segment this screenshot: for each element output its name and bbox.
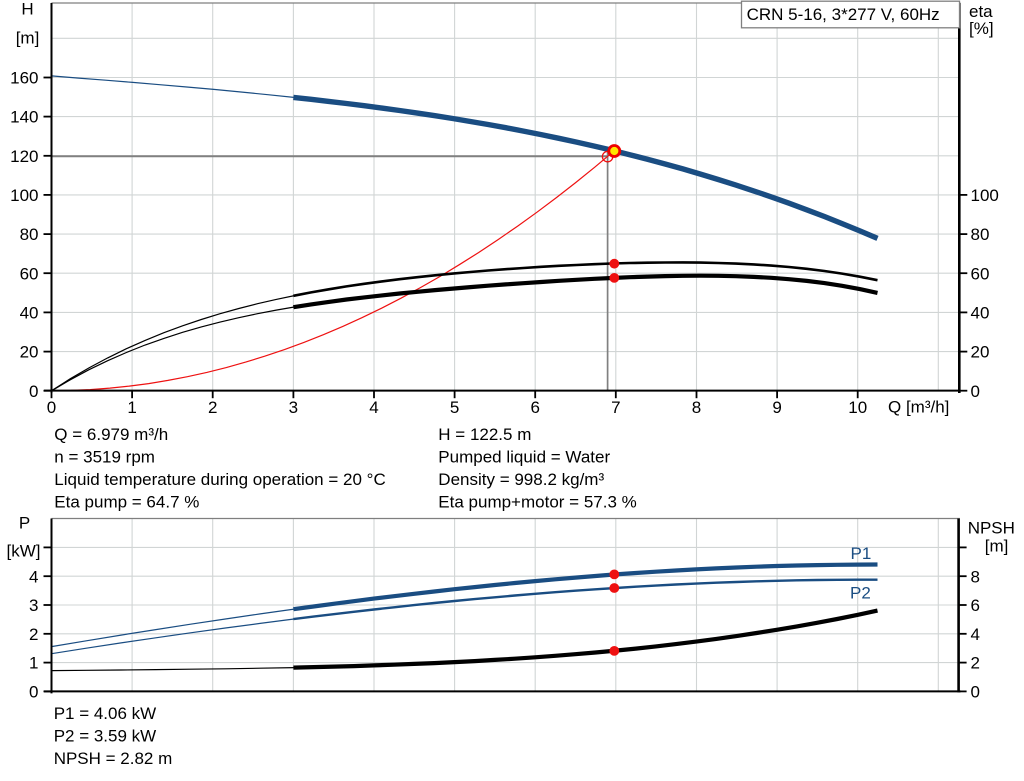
svg-text:3: 3 bbox=[29, 596, 38, 615]
svg-text:20: 20 bbox=[971, 343, 990, 362]
svg-text:40: 40 bbox=[971, 304, 990, 323]
svg-text:120: 120 bbox=[10, 147, 38, 166]
svg-text:P2 = 3.59 kW: P2 = 3.59 kW bbox=[54, 726, 157, 745]
svg-text:P1: P1 bbox=[851, 544, 872, 563]
svg-text:P: P bbox=[19, 513, 30, 532]
svg-text:6: 6 bbox=[971, 596, 980, 615]
svg-text:Liquid temperature during oper: Liquid temperature during operation = 20… bbox=[54, 470, 385, 489]
svg-text:3: 3 bbox=[289, 398, 298, 417]
svg-text:[%]: [%] bbox=[969, 19, 994, 38]
svg-text:8: 8 bbox=[692, 398, 701, 417]
svg-text:2: 2 bbox=[208, 398, 217, 417]
svg-text:Q = 6.979 m³/h: Q = 6.979 m³/h bbox=[54, 425, 168, 444]
svg-text:P2: P2 bbox=[850, 583, 871, 602]
svg-text:4: 4 bbox=[369, 398, 378, 417]
svg-text:60: 60 bbox=[20, 264, 39, 283]
svg-text:H: H bbox=[21, 0, 33, 19]
svg-text:Q [m³/h]: Q [m³/h] bbox=[888, 398, 949, 417]
svg-text:0: 0 bbox=[971, 382, 980, 401]
svg-text:140: 140 bbox=[10, 108, 38, 127]
svg-text:eta: eta bbox=[969, 2, 993, 21]
svg-text:80: 80 bbox=[20, 225, 39, 244]
svg-text:NPSH = 2.82 m: NPSH = 2.82 m bbox=[54, 749, 173, 768]
svg-text:2: 2 bbox=[29, 625, 38, 644]
svg-text:2: 2 bbox=[971, 654, 980, 673]
svg-text:7: 7 bbox=[611, 398, 620, 417]
svg-text:80: 80 bbox=[971, 225, 990, 244]
svg-text:5: 5 bbox=[450, 398, 459, 417]
svg-text:8: 8 bbox=[971, 567, 980, 586]
svg-text:0: 0 bbox=[29, 382, 38, 401]
svg-text:60: 60 bbox=[971, 264, 990, 283]
svg-text:Eta pump = 64.7 %: Eta pump = 64.7 % bbox=[54, 492, 199, 511]
svg-text:Pumped liquid = Water: Pumped liquid = Water bbox=[438, 447, 610, 466]
svg-text:160: 160 bbox=[10, 69, 38, 88]
svg-text:4: 4 bbox=[971, 625, 980, 644]
svg-text:9: 9 bbox=[772, 398, 781, 417]
svg-text:100: 100 bbox=[971, 186, 999, 205]
svg-text:4: 4 bbox=[29, 567, 38, 586]
svg-text:[m]: [m] bbox=[985, 537, 1009, 556]
svg-text:0: 0 bbox=[29, 683, 38, 702]
svg-text:40: 40 bbox=[20, 304, 39, 323]
svg-text:20: 20 bbox=[20, 343, 39, 362]
svg-text:10: 10 bbox=[848, 398, 867, 417]
svg-text:Density = 998.2 kg/m³: Density = 998.2 kg/m³ bbox=[438, 470, 604, 489]
svg-text:CRN 5-16, 3*277 V, 60Hz: CRN 5-16, 3*277 V, 60Hz bbox=[747, 5, 940, 24]
svg-text:0: 0 bbox=[47, 398, 56, 417]
svg-text:[m]: [m] bbox=[16, 28, 40, 47]
svg-text:NPSH: NPSH bbox=[968, 519, 1015, 538]
svg-text:[kW]: [kW] bbox=[7, 542, 41, 561]
svg-text:H = 122.5 m: H = 122.5 m bbox=[438, 425, 531, 444]
svg-text:1: 1 bbox=[127, 398, 136, 417]
svg-text:n = 3519 rpm: n = 3519 rpm bbox=[54, 447, 155, 466]
svg-text:1: 1 bbox=[29, 654, 38, 673]
svg-text:Eta pump+motor = 57.3 %: Eta pump+motor = 57.3 % bbox=[438, 492, 636, 511]
svg-text:100: 100 bbox=[10, 186, 38, 205]
svg-text:P1 = 4.06 kW: P1 = 4.06 kW bbox=[54, 704, 157, 723]
svg-text:0: 0 bbox=[971, 683, 980, 702]
svg-text:6: 6 bbox=[530, 398, 539, 417]
